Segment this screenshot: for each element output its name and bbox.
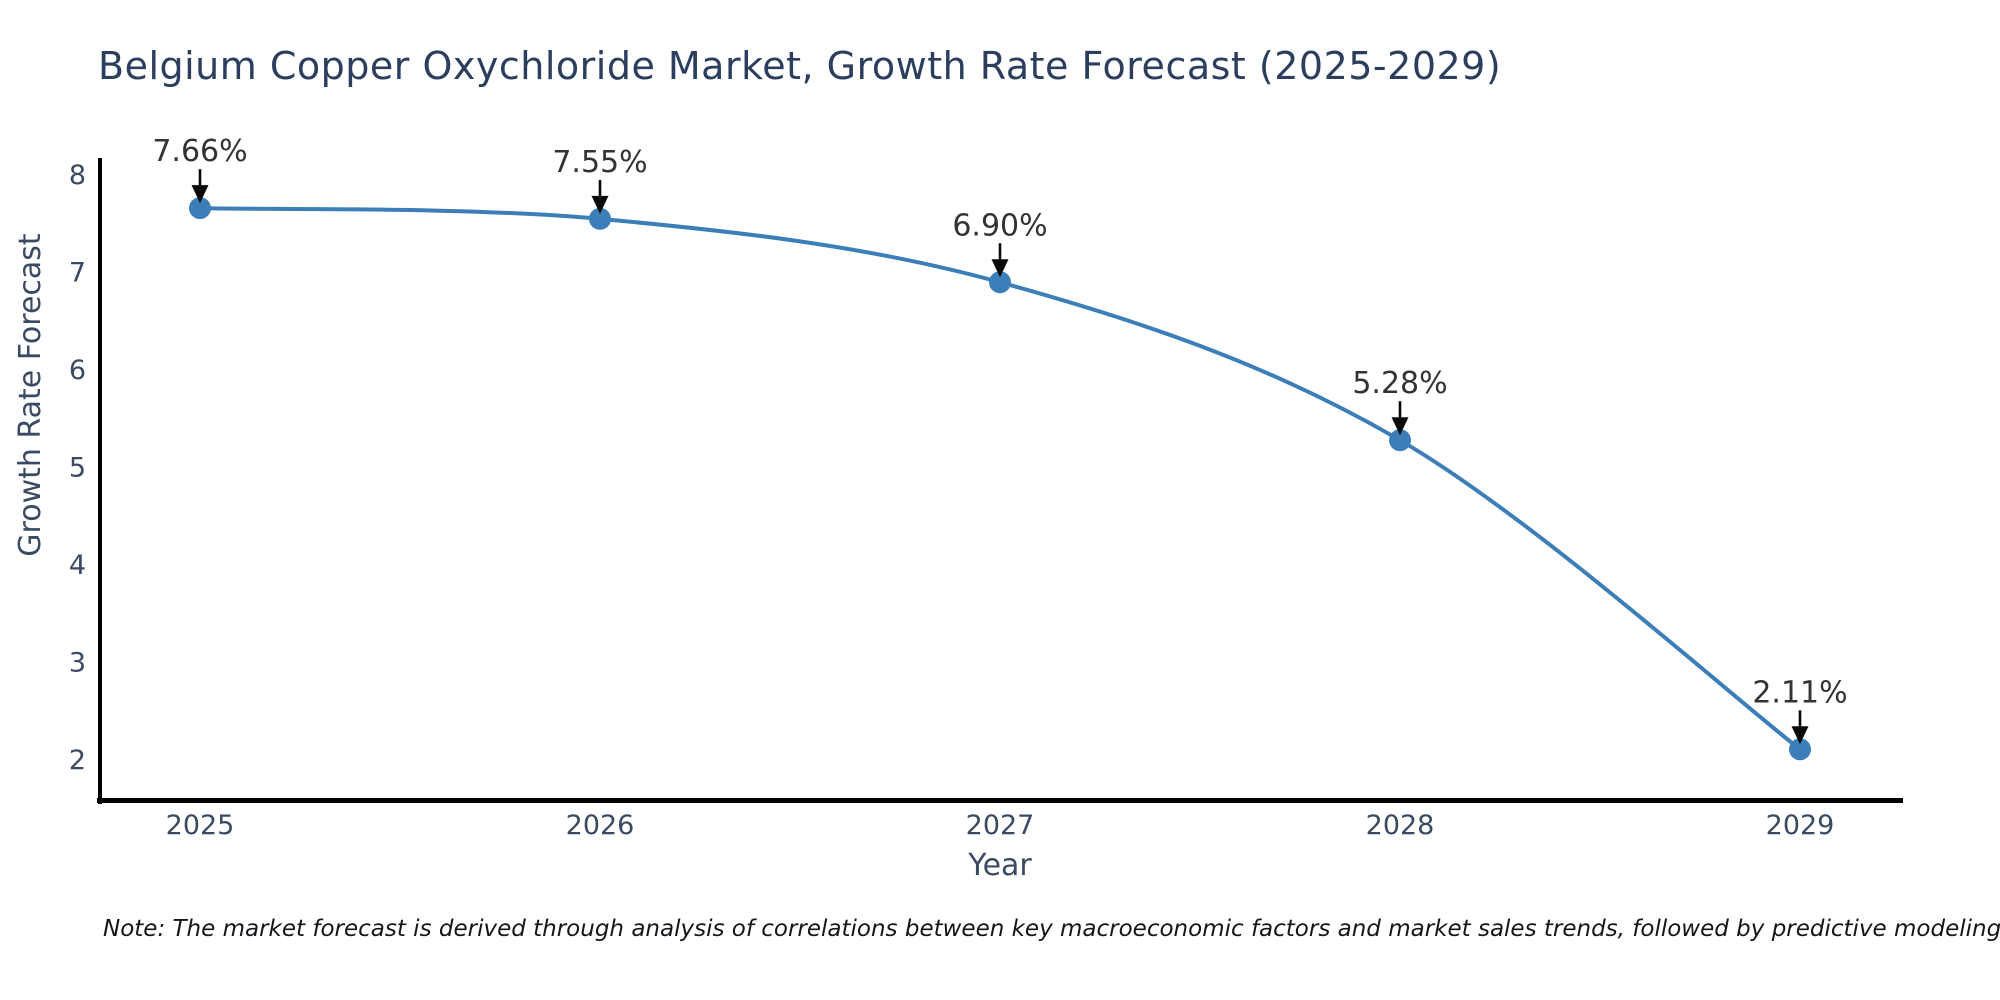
y-axis-title: Growth Rate Forecast bbox=[13, 233, 48, 557]
annotation-arrowhead bbox=[1791, 726, 1809, 745]
x-tick-label: 2028 bbox=[1366, 810, 1435, 841]
annotation-arrowhead bbox=[991, 259, 1009, 278]
data-point-label: 6.90% bbox=[952, 208, 1047, 243]
annotation-arrowhead bbox=[1391, 417, 1409, 436]
annotation-arrowhead bbox=[191, 185, 209, 204]
data-point-marker bbox=[989, 271, 1011, 294]
chart-footnote: Note: The market forecast is derived thr… bbox=[103, 916, 2000, 942]
x-tick-label: 2026 bbox=[566, 810, 635, 841]
y-tick-label: 2 bbox=[69, 745, 86, 776]
x-tick-label: 2029 bbox=[1766, 810, 1835, 841]
chart-title: Belgium Copper Oxychloride Market, Growt… bbox=[98, 44, 1502, 88]
y-tick-label: 7 bbox=[69, 258, 86, 289]
data-point-marker bbox=[189, 197, 211, 220]
x-tick-label: 2027 bbox=[966, 810, 1035, 841]
data-point-label: 5.28% bbox=[1352, 366, 1447, 401]
x-tick-label: 2025 bbox=[166, 810, 235, 841]
y-tick-label: 3 bbox=[69, 648, 86, 679]
y-tick-label: 8 bbox=[69, 160, 86, 191]
y-tick-label: 5 bbox=[69, 453, 86, 484]
data-point-label: 2.11% bbox=[1752, 675, 1847, 710]
x-axis-spine bbox=[97, 798, 1903, 803]
data-point-marker bbox=[1789, 738, 1811, 761]
data-point-label: 7.66% bbox=[152, 134, 247, 169]
data-point-marker bbox=[1389, 429, 1411, 452]
y-axis-spine bbox=[98, 158, 102, 804]
y-tick-label: 4 bbox=[69, 550, 86, 581]
data-point-label: 7.55% bbox=[552, 145, 647, 180]
x-axis-title: Year bbox=[968, 848, 1032, 883]
data-point-marker bbox=[589, 207, 611, 230]
annotation-arrowhead bbox=[591, 195, 609, 214]
y-tick-label: 6 bbox=[69, 355, 86, 386]
